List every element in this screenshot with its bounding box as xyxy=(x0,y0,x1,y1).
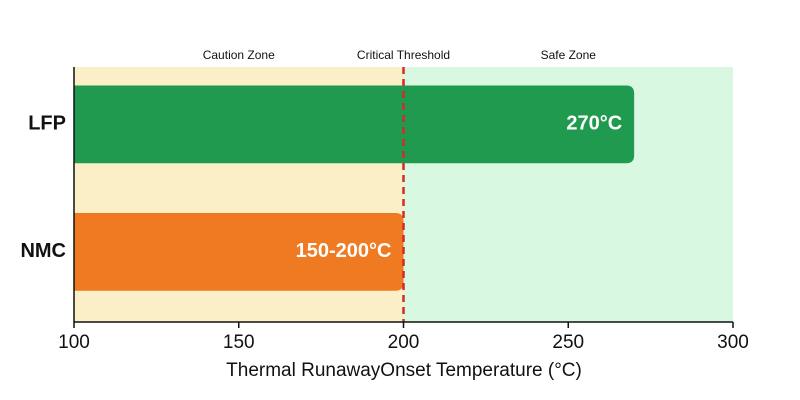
x-axis-label: Thermal RunawayOnset Temperature (°C) xyxy=(226,360,582,381)
bar xyxy=(74,85,635,164)
zone-label: Safe Zone xyxy=(541,48,597,62)
bar xyxy=(74,212,404,291)
zone-label: Caution Zone xyxy=(203,48,275,62)
x-tick-label: 300 xyxy=(717,332,749,353)
category-label: LFP xyxy=(28,113,66,135)
x-tick-label: 250 xyxy=(552,332,584,353)
x-tick-label: 200 xyxy=(388,332,420,353)
x-tick-label: 100 xyxy=(58,332,90,353)
category-label: NMC xyxy=(20,240,66,262)
value-label: 150-200°C xyxy=(296,240,392,262)
threshold-label: Critical Threshold xyxy=(357,48,450,62)
x-tick-label: 150 xyxy=(223,332,255,353)
value-label: 270°C xyxy=(566,113,622,135)
